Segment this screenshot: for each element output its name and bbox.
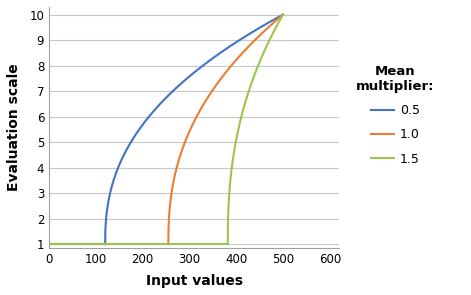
1.0 <box>277 16 283 19</box>
1.0 <box>165 242 171 246</box>
1.5 <box>228 176 234 180</box>
X-axis label: Input values: Input values <box>146 274 243 288</box>
0.5 <box>189 73 195 76</box>
1.0 <box>277 16 283 19</box>
1.5 <box>280 13 286 16</box>
1.0 <box>218 77 224 80</box>
1.0 <box>280 13 286 16</box>
0.5 <box>280 13 286 16</box>
1.5 <box>252 73 258 76</box>
1.5 <box>278 16 284 19</box>
1.0 <box>256 35 261 38</box>
1.0 <box>171 176 177 180</box>
1.5 <box>225 242 231 246</box>
0.5 <box>184 77 190 80</box>
0.5 <box>112 176 117 180</box>
Y-axis label: Evaluation scale: Evaluation scale <box>7 63 21 191</box>
Line: 1.5: 1.5 <box>228 14 283 244</box>
Line: 1.0: 1.0 <box>168 14 283 244</box>
1.5 <box>278 16 284 19</box>
1.5 <box>250 77 256 80</box>
1.5 <box>268 35 274 38</box>
1.0 <box>221 73 227 76</box>
Line: 0.5: 0.5 <box>105 14 283 244</box>
Legend: 0.5, 1.0, 1.5: 0.5, 1.0, 1.5 <box>351 60 439 171</box>
0.5 <box>102 242 108 246</box>
0.5 <box>243 35 248 38</box>
0.5 <box>275 16 281 19</box>
0.5 <box>275 16 281 19</box>
